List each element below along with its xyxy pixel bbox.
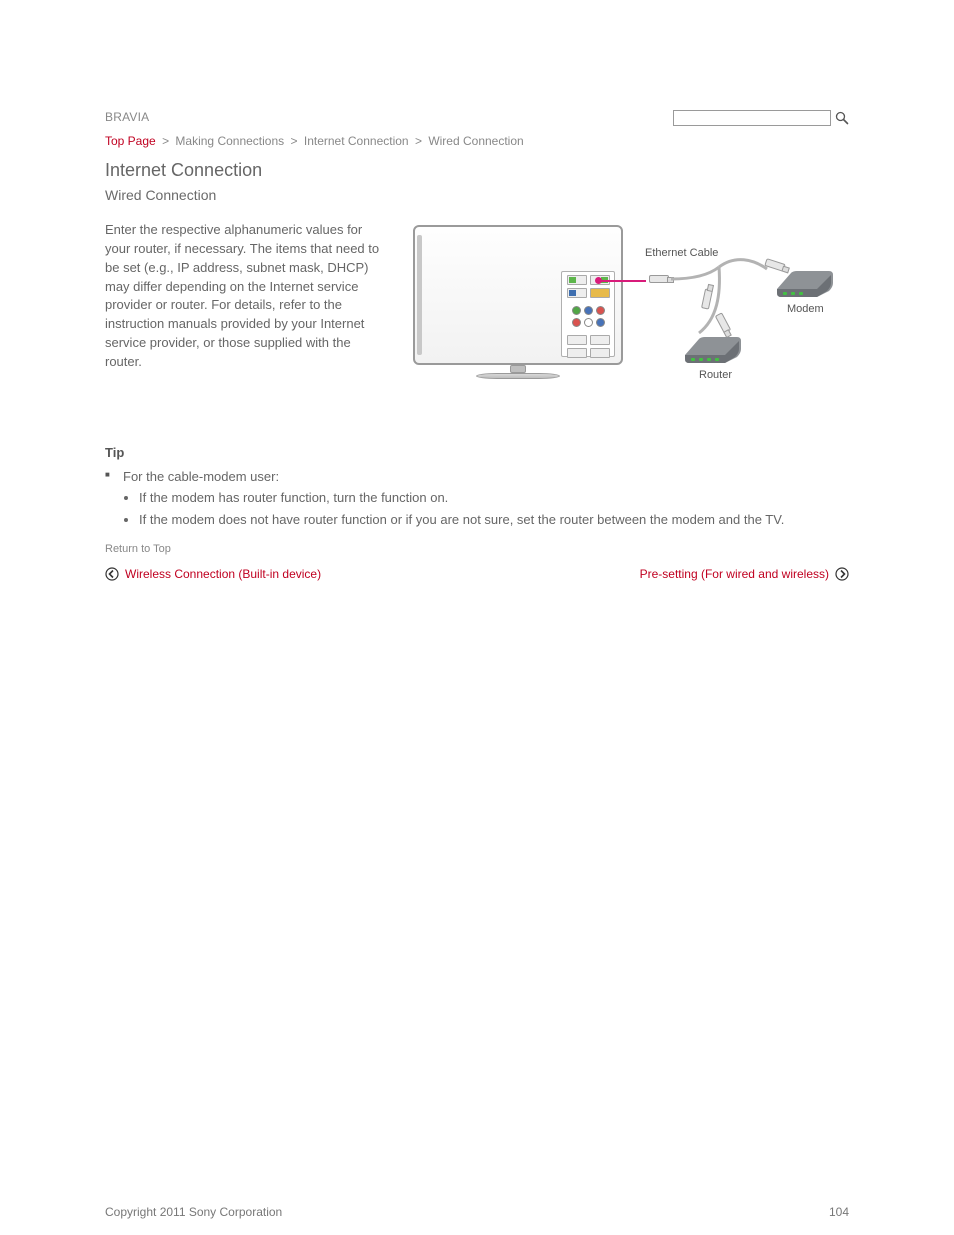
modem-icon: Modem — [773, 269, 835, 299]
arrow-right-icon[interactable] — [835, 567, 849, 581]
prev-page-link[interactable]: Wireless Connection (Built-in device) — [125, 567, 321, 581]
breadcrumb-l2[interactable]: Internet Connection — [304, 134, 409, 148]
brand-label: BRAVIA — [105, 110, 149, 124]
tip-heading: Tip — [105, 445, 124, 460]
return-to-top-link[interactable]: Return to Top — [105, 543, 171, 555]
page-number: 104 — [829, 1205, 849, 1219]
modem-label: Modem — [787, 303, 824, 315]
breadcrumb-l1[interactable]: Making Connections — [175, 134, 284, 148]
copyright-text: Copyright 2011 Sony Corporation — [105, 1205, 282, 1219]
tip-subpoint: If the modem has router function, turn t… — [139, 488, 849, 508]
page-title: Internet Connection — [105, 160, 849, 181]
connection-diagram: Ethernet Cable — [413, 211, 853, 411]
search-icon[interactable] — [835, 111, 849, 125]
tip-subpoint: If the modem does not have router functi… — [139, 510, 849, 530]
tip-line1: For the cable-modem user: — [123, 469, 279, 484]
search-input[interactable] — [673, 110, 831, 126]
page-subtitle: Wired Connection — [105, 187, 849, 203]
router-icon: Router — [681, 335, 743, 365]
router-label: Router — [699, 369, 732, 381]
body-text: Enter the respective alphanumeric values… — [105, 221, 385, 421]
arrow-left-icon[interactable] — [105, 567, 119, 581]
next-page-link[interactable]: Pre-setting (For wired and wireless) — [640, 567, 829, 581]
breadcrumb-current: Wired Connection — [428, 134, 523, 148]
breadcrumb-root[interactable]: Top Page — [105, 134, 156, 148]
breadcrumb: Top Page > Making Connections > Internet… — [105, 134, 849, 148]
